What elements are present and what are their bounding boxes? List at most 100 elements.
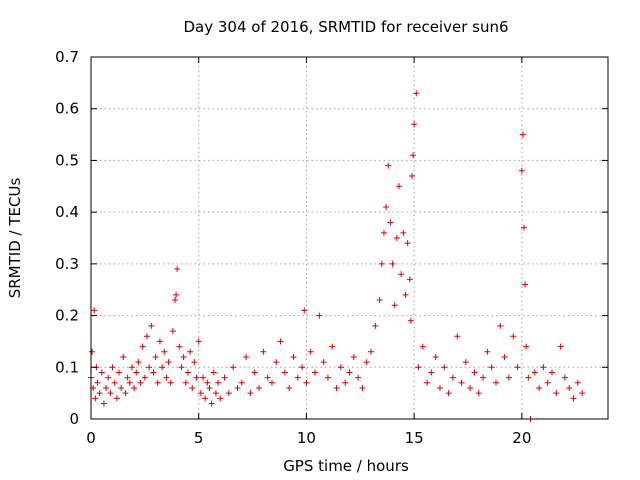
x-tick-label: 0 <box>86 429 96 447</box>
data-point <box>531 369 538 376</box>
data-point <box>215 379 222 386</box>
data-point <box>454 333 461 340</box>
data-point <box>243 353 250 360</box>
chart-title: Day 304 of 2016, SRMTID for receiver sun… <box>183 18 508 36</box>
data-point <box>159 364 166 371</box>
data-point <box>566 384 573 391</box>
data-point <box>251 369 258 376</box>
data-point <box>380 229 387 236</box>
data-point <box>150 369 157 376</box>
data-point <box>182 379 189 386</box>
data-point <box>152 353 159 360</box>
data-point <box>176 343 183 350</box>
data-point <box>212 390 219 397</box>
data-point <box>217 395 224 402</box>
data-point <box>268 379 275 386</box>
data-point <box>548 369 555 376</box>
data-point <box>133 369 140 376</box>
data-point <box>544 379 551 386</box>
y-tick-label: 0.1 <box>55 358 79 376</box>
y-tick-label: 0.2 <box>55 307 79 325</box>
data-point <box>480 374 487 381</box>
data-point <box>178 364 185 371</box>
data-point <box>436 384 443 391</box>
data-point <box>193 374 200 381</box>
data-point <box>492 379 499 386</box>
x-axis-label: GPS time / hours <box>283 457 409 475</box>
data-point <box>540 364 547 371</box>
data-point <box>355 374 362 381</box>
data-point <box>383 203 390 210</box>
data-point <box>312 369 319 376</box>
data-point <box>561 374 568 381</box>
data-point <box>139 343 146 350</box>
data-point <box>505 374 512 381</box>
data-point <box>391 302 398 309</box>
data-point <box>536 384 543 391</box>
data-point <box>525 374 532 381</box>
data-point <box>154 379 161 386</box>
y-tick-label: 0.3 <box>55 255 79 273</box>
data-point <box>286 384 293 391</box>
data-point <box>206 384 213 391</box>
data-point <box>445 390 452 397</box>
data-point <box>260 348 267 355</box>
data-point <box>230 364 237 371</box>
data-point <box>124 374 131 381</box>
data-point <box>122 390 129 397</box>
grid-lines <box>91 57 608 419</box>
data-point <box>520 224 527 231</box>
data-point <box>299 364 306 371</box>
data-point <box>111 379 118 386</box>
data-point <box>238 379 245 386</box>
data-point <box>202 395 209 402</box>
data-point <box>118 384 125 391</box>
data-point <box>290 353 297 360</box>
data-point <box>410 152 417 159</box>
data-point <box>187 348 194 355</box>
x-tick-label: 15 <box>405 429 424 447</box>
data-point <box>419 343 426 350</box>
data-point <box>424 379 431 386</box>
data-point <box>570 395 577 402</box>
data-point <box>126 379 133 386</box>
data-point <box>488 364 495 371</box>
data-point <box>523 343 530 350</box>
data-point <box>522 281 529 288</box>
y-tick-label: 0.4 <box>55 203 79 221</box>
data-point <box>189 384 196 391</box>
data-point <box>273 359 280 366</box>
data-point <box>428 369 435 376</box>
data-point <box>204 379 211 386</box>
data-point <box>144 333 151 340</box>
y-tick-label: 0.7 <box>55 48 79 66</box>
data-point <box>389 260 396 267</box>
data-point <box>264 374 271 381</box>
data-point <box>91 307 98 314</box>
x-tick-label: 10 <box>297 429 316 447</box>
data-point <box>191 359 198 366</box>
data-point <box>385 162 392 169</box>
y-tick-labels: 0 0.1 0.2 0.3 0.4 0.5 0.6 0.7 <box>55 48 79 428</box>
x-tick-label: 20 <box>512 429 531 447</box>
data-point <box>458 379 465 386</box>
data-point <box>165 359 172 366</box>
data-point <box>408 172 415 179</box>
data-point <box>484 348 491 355</box>
data-point <box>96 390 103 397</box>
data-point <box>208 400 215 407</box>
data-point <box>128 364 135 371</box>
data-point <box>519 131 526 138</box>
data-point <box>169 328 176 335</box>
data-point <box>156 338 163 345</box>
data-point <box>359 384 366 391</box>
data-point <box>579 390 586 397</box>
data-point <box>501 353 508 360</box>
data-point <box>116 369 123 376</box>
data-point <box>400 229 407 236</box>
data-point <box>378 260 385 267</box>
data-point <box>277 338 284 345</box>
data-point <box>167 379 174 386</box>
data-point <box>497 322 504 329</box>
